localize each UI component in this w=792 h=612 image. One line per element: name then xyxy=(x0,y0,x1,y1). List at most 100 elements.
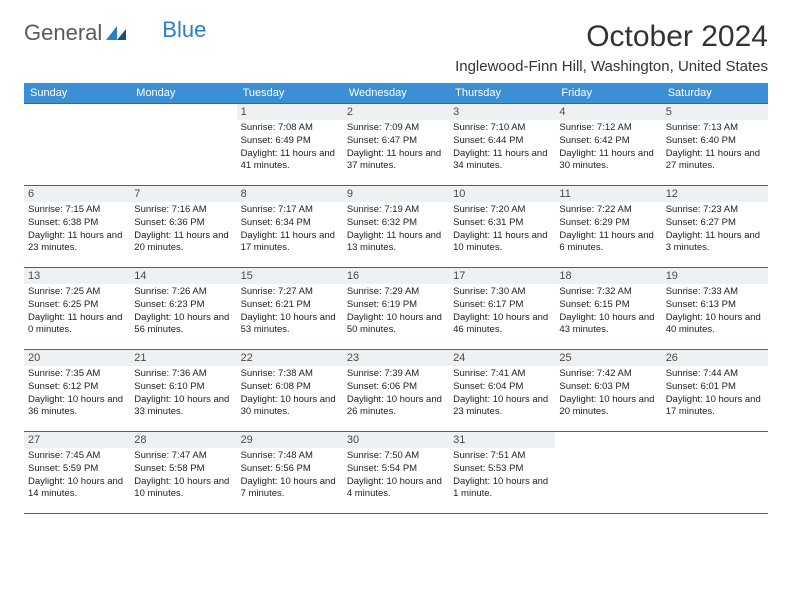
logo-text-blue: Blue xyxy=(162,17,206,43)
day-number: 9 xyxy=(343,186,449,202)
day-number: 16 xyxy=(343,268,449,284)
day-cell: 8 Sunrise: 7:17 AMSunset: 6:34 PMDaylight… xyxy=(237,186,343,268)
day-cell: 4 Sunrise: 7:12 AMSunset: 6:42 PMDaylight… xyxy=(555,104,661,186)
day-number: 18 xyxy=(555,268,661,284)
day-info: Sunrise: 7:10 AMSunset: 6:44 PMDaylight:… xyxy=(453,122,551,173)
day-info: Sunrise: 7:12 AMSunset: 6:42 PMDaylight:… xyxy=(559,122,657,173)
day-info: Sunrise: 7:45 AMSunset: 5:59 PMDaylight:… xyxy=(28,450,126,501)
day-number: 21 xyxy=(130,350,236,366)
day-number: 29 xyxy=(237,432,343,448)
day-info: Sunrise: 7:22 AMSunset: 6:29 PMDaylight:… xyxy=(559,204,657,255)
day-header: Wednesday xyxy=(343,83,449,104)
day-header: Thursday xyxy=(449,83,555,104)
day-number: 20 xyxy=(24,350,130,366)
day-cell: 3 Sunrise: 7:10 AMSunset: 6:44 PMDaylight… xyxy=(449,104,555,186)
day-number: 30 xyxy=(343,432,449,448)
day-cell: 6 Sunrise: 7:15 AMSunset: 6:38 PMDaylight… xyxy=(24,186,130,268)
day-number: 2 xyxy=(343,104,449,120)
day-cell: 13Sunrise: 7:25 AMSunset: 6:25 PMDayligh… xyxy=(24,268,130,350)
day-number: 10 xyxy=(449,186,555,202)
day-header: Sunday xyxy=(24,83,130,104)
empty-cell xyxy=(662,432,768,514)
day-info: Sunrise: 7:29 AMSunset: 6:19 PMDaylight:… xyxy=(347,286,445,337)
day-cell: 9 Sunrise: 7:19 AMSunset: 6:32 PMDaylight… xyxy=(343,186,449,268)
day-number: 7 xyxy=(130,186,236,202)
day-number: 23 xyxy=(343,350,449,366)
day-info: Sunrise: 7:17 AMSunset: 6:34 PMDaylight:… xyxy=(241,204,339,255)
day-cell: 15Sunrise: 7:27 AMSunset: 6:21 PMDayligh… xyxy=(237,268,343,350)
day-number: 24 xyxy=(449,350,555,366)
day-number: 31 xyxy=(449,432,555,448)
empty-cell xyxy=(555,432,661,514)
page-title: October 2024 xyxy=(586,20,768,54)
day-cell: 20 Sunrise: 7:35 AMSunset: 6:12 PMDayligh… xyxy=(24,350,130,432)
day-cell: 2 Sunrise: 7:09 AMSunset: 6:47 PMDaylight… xyxy=(343,104,449,186)
day-header: Monday xyxy=(130,83,236,104)
day-info: Sunrise: 7:50 AMSunset: 5:54 PMDaylight:… xyxy=(347,450,445,501)
day-cell: 21 Sunrise: 7:36 AMSunset: 6:10 PMDayligh… xyxy=(130,350,236,432)
day-info: Sunrise: 7:27 AMSunset: 6:21 PMDaylight:… xyxy=(241,286,339,337)
day-number: 13 xyxy=(24,268,130,284)
day-info: Sunrise: 7:51 AMSunset: 5:53 PMDaylight:… xyxy=(453,450,551,501)
day-number: 8 xyxy=(237,186,343,202)
day-cell: 30 Sunrise: 7:50 AMSunset: 5:54 PMDayligh… xyxy=(343,432,449,514)
day-cell: 28Sunrise: 7:47 AMSunset: 5:58 PMDayligh… xyxy=(130,432,236,514)
day-header: Saturday xyxy=(662,83,768,104)
day-number: 19 xyxy=(662,268,768,284)
day-number: 17 xyxy=(449,268,555,284)
day-cell: 7 Sunrise: 7:16 AMSunset: 6:36 PMDaylight… xyxy=(130,186,236,268)
day-info: Sunrise: 7:16 AMSunset: 6:36 PMDaylight:… xyxy=(134,204,232,255)
day-cell: 12 Sunrise: 7:23 AMSunset: 6:27 PMDayligh… xyxy=(662,186,768,268)
day-number: 26 xyxy=(662,350,768,366)
day-info: Sunrise: 7:41 AMSunset: 6:04 PMDaylight:… xyxy=(453,368,551,419)
empty-cell xyxy=(24,104,130,186)
day-info: Sunrise: 7:35 AMSunset: 6:12 PMDaylight:… xyxy=(28,368,126,419)
day-cell: 25Sunrise: 7:42 AMSunset: 6:03 PMDayligh… xyxy=(555,350,661,432)
day-info: Sunrise: 7:30 AMSunset: 6:17 PMDaylight:… xyxy=(453,286,551,337)
day-info: Sunrise: 7:23 AMSunset: 6:27 PMDaylight:… xyxy=(666,204,764,255)
day-info: Sunrise: 7:13 AMSunset: 6:40 PMDaylight:… xyxy=(666,122,764,173)
day-number: 28 xyxy=(130,432,236,448)
day-cell: 27Sunrise: 7:45 AMSunset: 5:59 PMDayligh… xyxy=(24,432,130,514)
day-cell: 26 Sunrise: 7:44 AMSunset: 6:01 PMDayligh… xyxy=(662,350,768,432)
day-cell: 19 Sunrise: 7:33 AMSunset: 6:13 PMDayligh… xyxy=(662,268,768,350)
day-info: Sunrise: 7:38 AMSunset: 6:08 PMDaylight:… xyxy=(241,368,339,419)
logo-text-general: General xyxy=(24,20,102,46)
day-cell: 22Sunrise: 7:38 AMSunset: 6:08 PMDayligh… xyxy=(237,350,343,432)
day-cell: 10 Sunrise: 7:20 AMSunset: 6:31 PMDayligh… xyxy=(449,186,555,268)
calendar-table: SundayMondayTuesdayWednesdayThursdayFrid… xyxy=(24,83,768,514)
day-cell: 14 Sunrise: 7:26 AMSunset: 6:23 PMDayligh… xyxy=(130,268,236,350)
day-cell: 16 Sunrise: 7:29 AMSunset: 6:19 PMDayligh… xyxy=(343,268,449,350)
day-info: Sunrise: 7:20 AMSunset: 6:31 PMDaylight:… xyxy=(453,204,551,255)
location-subtitle: Inglewood-Finn Hill, Washington, United … xyxy=(24,58,768,75)
day-info: Sunrise: 7:19 AMSunset: 6:32 PMDaylight:… xyxy=(347,204,445,255)
logo: General Blue xyxy=(24,20,206,46)
day-info: Sunrise: 7:42 AMSunset: 6:03 PMDaylight:… xyxy=(559,368,657,419)
day-number: 5 xyxy=(662,104,768,120)
day-info: Sunrise: 7:44 AMSunset: 6:01 PMDaylight:… xyxy=(666,368,764,419)
day-cell: 1Sunrise: 7:08 AMSunset: 6:49 PMDaylight… xyxy=(237,104,343,186)
day-info: Sunrise: 7:39 AMSunset: 6:06 PMDaylight:… xyxy=(347,368,445,419)
day-info: Sunrise: 7:09 AMSunset: 6:47 PMDaylight:… xyxy=(347,122,445,173)
day-cell: 18 Sunrise: 7:32 AMSunset: 6:15 PMDayligh… xyxy=(555,268,661,350)
day-number: 1 xyxy=(237,104,343,120)
day-cell: 29 Sunrise: 7:48 AMSunset: 5:56 PMDayligh… xyxy=(237,432,343,514)
day-cell: 23 Sunrise: 7:39 AMSunset: 6:06 PMDayligh… xyxy=(343,350,449,432)
empty-cell xyxy=(130,104,236,186)
day-info: Sunrise: 7:36 AMSunset: 6:10 PMDaylight:… xyxy=(134,368,232,419)
day-header: Tuesday xyxy=(237,83,343,104)
day-cell: 5 Sunrise: 7:13 AMSunset: 6:40 PMDaylight… xyxy=(662,104,768,186)
day-number: 6 xyxy=(24,186,130,202)
day-number: 3 xyxy=(449,104,555,120)
day-info: Sunrise: 7:33 AMSunset: 6:13 PMDaylight:… xyxy=(666,286,764,337)
day-info: Sunrise: 7:15 AMSunset: 6:38 PMDaylight:… xyxy=(28,204,126,255)
day-info: Sunrise: 7:48 AMSunset: 5:56 PMDaylight:… xyxy=(241,450,339,501)
day-cell: 31 Sunrise: 7:51 AMSunset: 5:53 PMDayligh… xyxy=(449,432,555,514)
day-cell: 11Sunrise: 7:22 AMSunset: 6:29 PMDayligh… xyxy=(555,186,661,268)
day-number: 14 xyxy=(130,268,236,284)
day-info: Sunrise: 7:32 AMSunset: 6:15 PMDaylight:… xyxy=(559,286,657,337)
day-number: 12 xyxy=(662,186,768,202)
day-number: 4 xyxy=(555,104,661,120)
day-header: Friday xyxy=(555,83,661,104)
day-info: Sunrise: 7:26 AMSunset: 6:23 PMDaylight:… xyxy=(134,286,232,337)
